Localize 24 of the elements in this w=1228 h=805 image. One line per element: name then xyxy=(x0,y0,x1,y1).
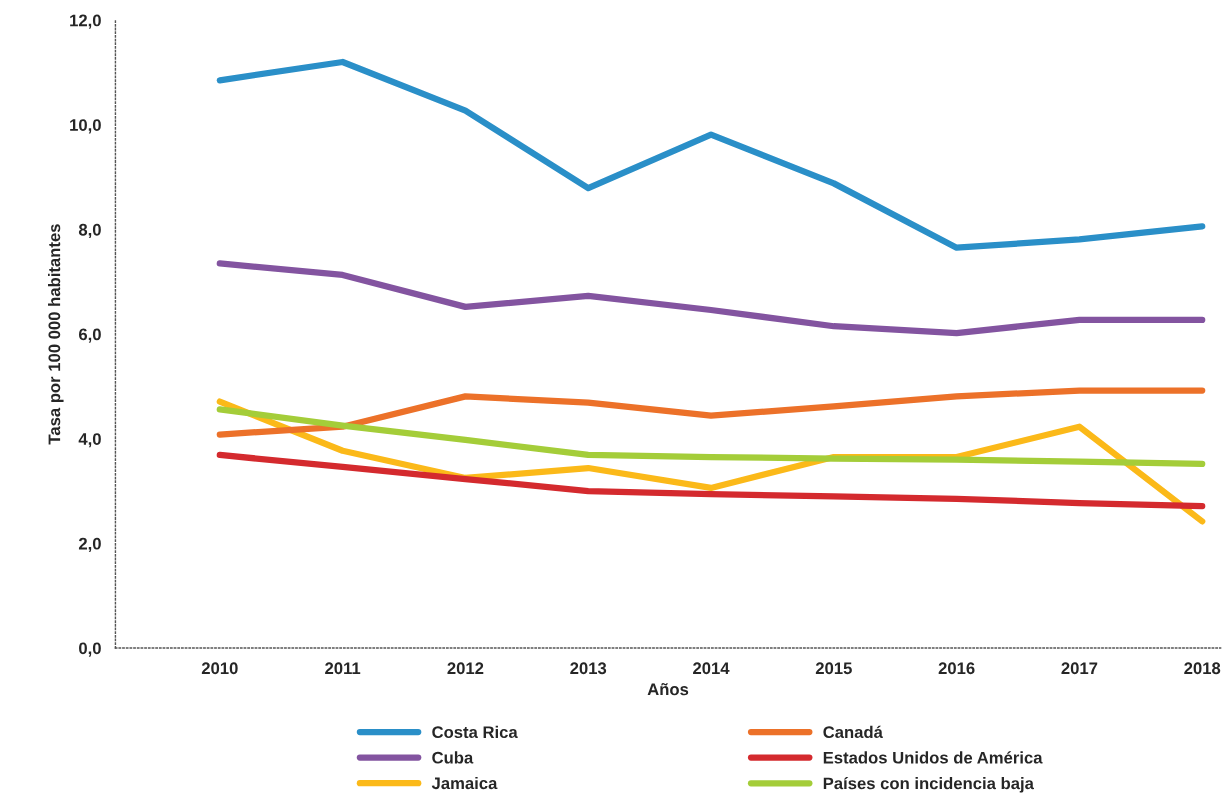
y-tick-label: 10,0 xyxy=(70,119,101,134)
legend-label: Estados Unidos de América xyxy=(823,751,1043,764)
legend-label: Jamaica xyxy=(431,776,498,790)
legend-label: Canadá xyxy=(823,725,883,739)
x-tick-label: 2017 xyxy=(1061,662,1098,675)
y-tick-label: 6,0 xyxy=(78,328,101,343)
y-tick-label: 12,0 xyxy=(70,14,101,29)
y-tick-label: 8,0 xyxy=(78,223,101,239)
x-tick-label: 2011 xyxy=(325,662,361,675)
legend-label: Cuba xyxy=(432,751,474,764)
legend-label: Costa Rica xyxy=(432,725,518,739)
x-tick-label: 2010 xyxy=(201,662,238,675)
x-tick-label: 2014 xyxy=(693,662,730,675)
x-tick-label: 2015 xyxy=(815,662,852,675)
legend-label: Países con incidencia baja xyxy=(823,776,1034,793)
y-tick-label: 0,0 xyxy=(79,642,101,657)
y-tick-label: 4,0 xyxy=(78,433,101,448)
x-tick-label: 2013 xyxy=(570,662,607,675)
y-axis-title: Tasa por 100 000 habitantes xyxy=(48,224,64,445)
x-tick-label: 2016 xyxy=(938,662,975,675)
y-tick-label: 2,0 xyxy=(78,537,101,552)
x-axis-title: Años xyxy=(647,683,689,696)
x-tick-label: 2018 xyxy=(1184,662,1221,675)
x-tick-label: 2012 xyxy=(447,662,484,675)
